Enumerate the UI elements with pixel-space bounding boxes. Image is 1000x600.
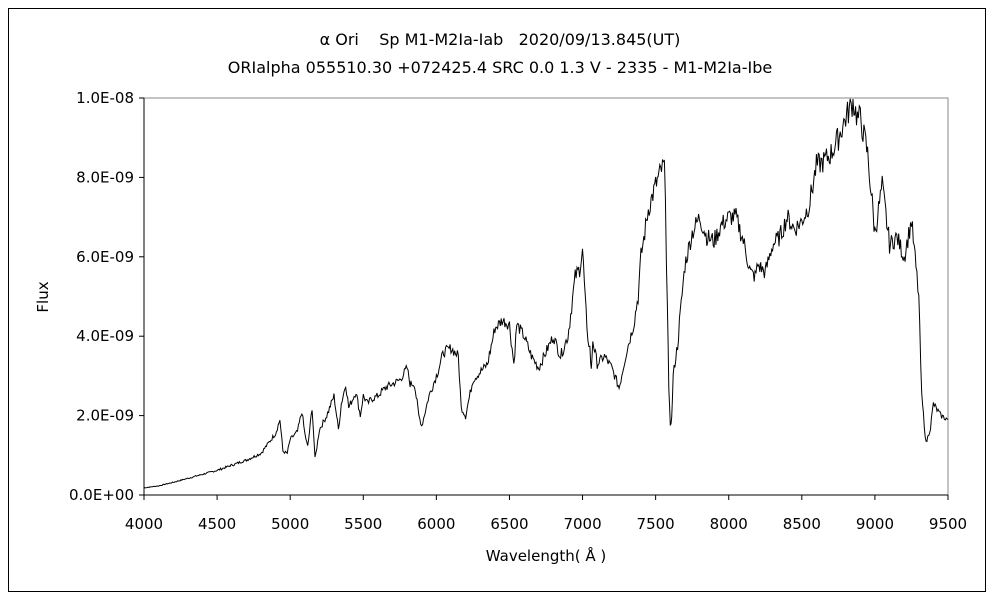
x-axis-label: Wavelength( Å ) — [486, 546, 606, 565]
y-tick-label: 8.0E-09 — [76, 168, 134, 186]
spectrum-line — [143, 98, 949, 489]
y-tick-label: 6.0E-09 — [76, 248, 134, 266]
y-tick-label: 0.0E+00 — [69, 486, 134, 504]
x-tick-label: 7500 — [637, 515, 675, 533]
y-tick-label: 1.0E-08 — [76, 89, 134, 107]
x-tick-label: 8500 — [783, 515, 821, 533]
spectrum-series — [143, 98, 949, 489]
chart-title: α Ori Sp M1-M2Ia-Iab 2020/09/13.845(UT) — [319, 30, 681, 49]
x-tick-label: 8000 — [710, 515, 748, 533]
x-tick-label: 4500 — [198, 515, 236, 533]
y-axis-label: Flux — [34, 281, 52, 312]
x-tick-label: 5500 — [344, 515, 382, 533]
x-tick-label: 5000 — [271, 515, 309, 533]
x-tick-label: 9500 — [929, 515, 967, 533]
x-tick-label: 7000 — [563, 515, 601, 533]
axes: 4000 4500 5000 5500 6000 6500 7000 7500 8000 8500… — [69, 89, 967, 533]
x-tick-label: 6500 — [490, 515, 528, 533]
x-tick-label: 4000 — [125, 515, 163, 533]
chart-subtitle: ORIalpha 055510.30 +072425.4 SRC 0.0 1.3… — [227, 58, 773, 77]
x-tick-label: 9000 — [856, 515, 894, 533]
y-tick-label: 4.0E-09 — [76, 327, 134, 345]
y-tick-label: 2.0E-09 — [76, 407, 134, 425]
x-tick-label: 6000 — [417, 515, 455, 533]
